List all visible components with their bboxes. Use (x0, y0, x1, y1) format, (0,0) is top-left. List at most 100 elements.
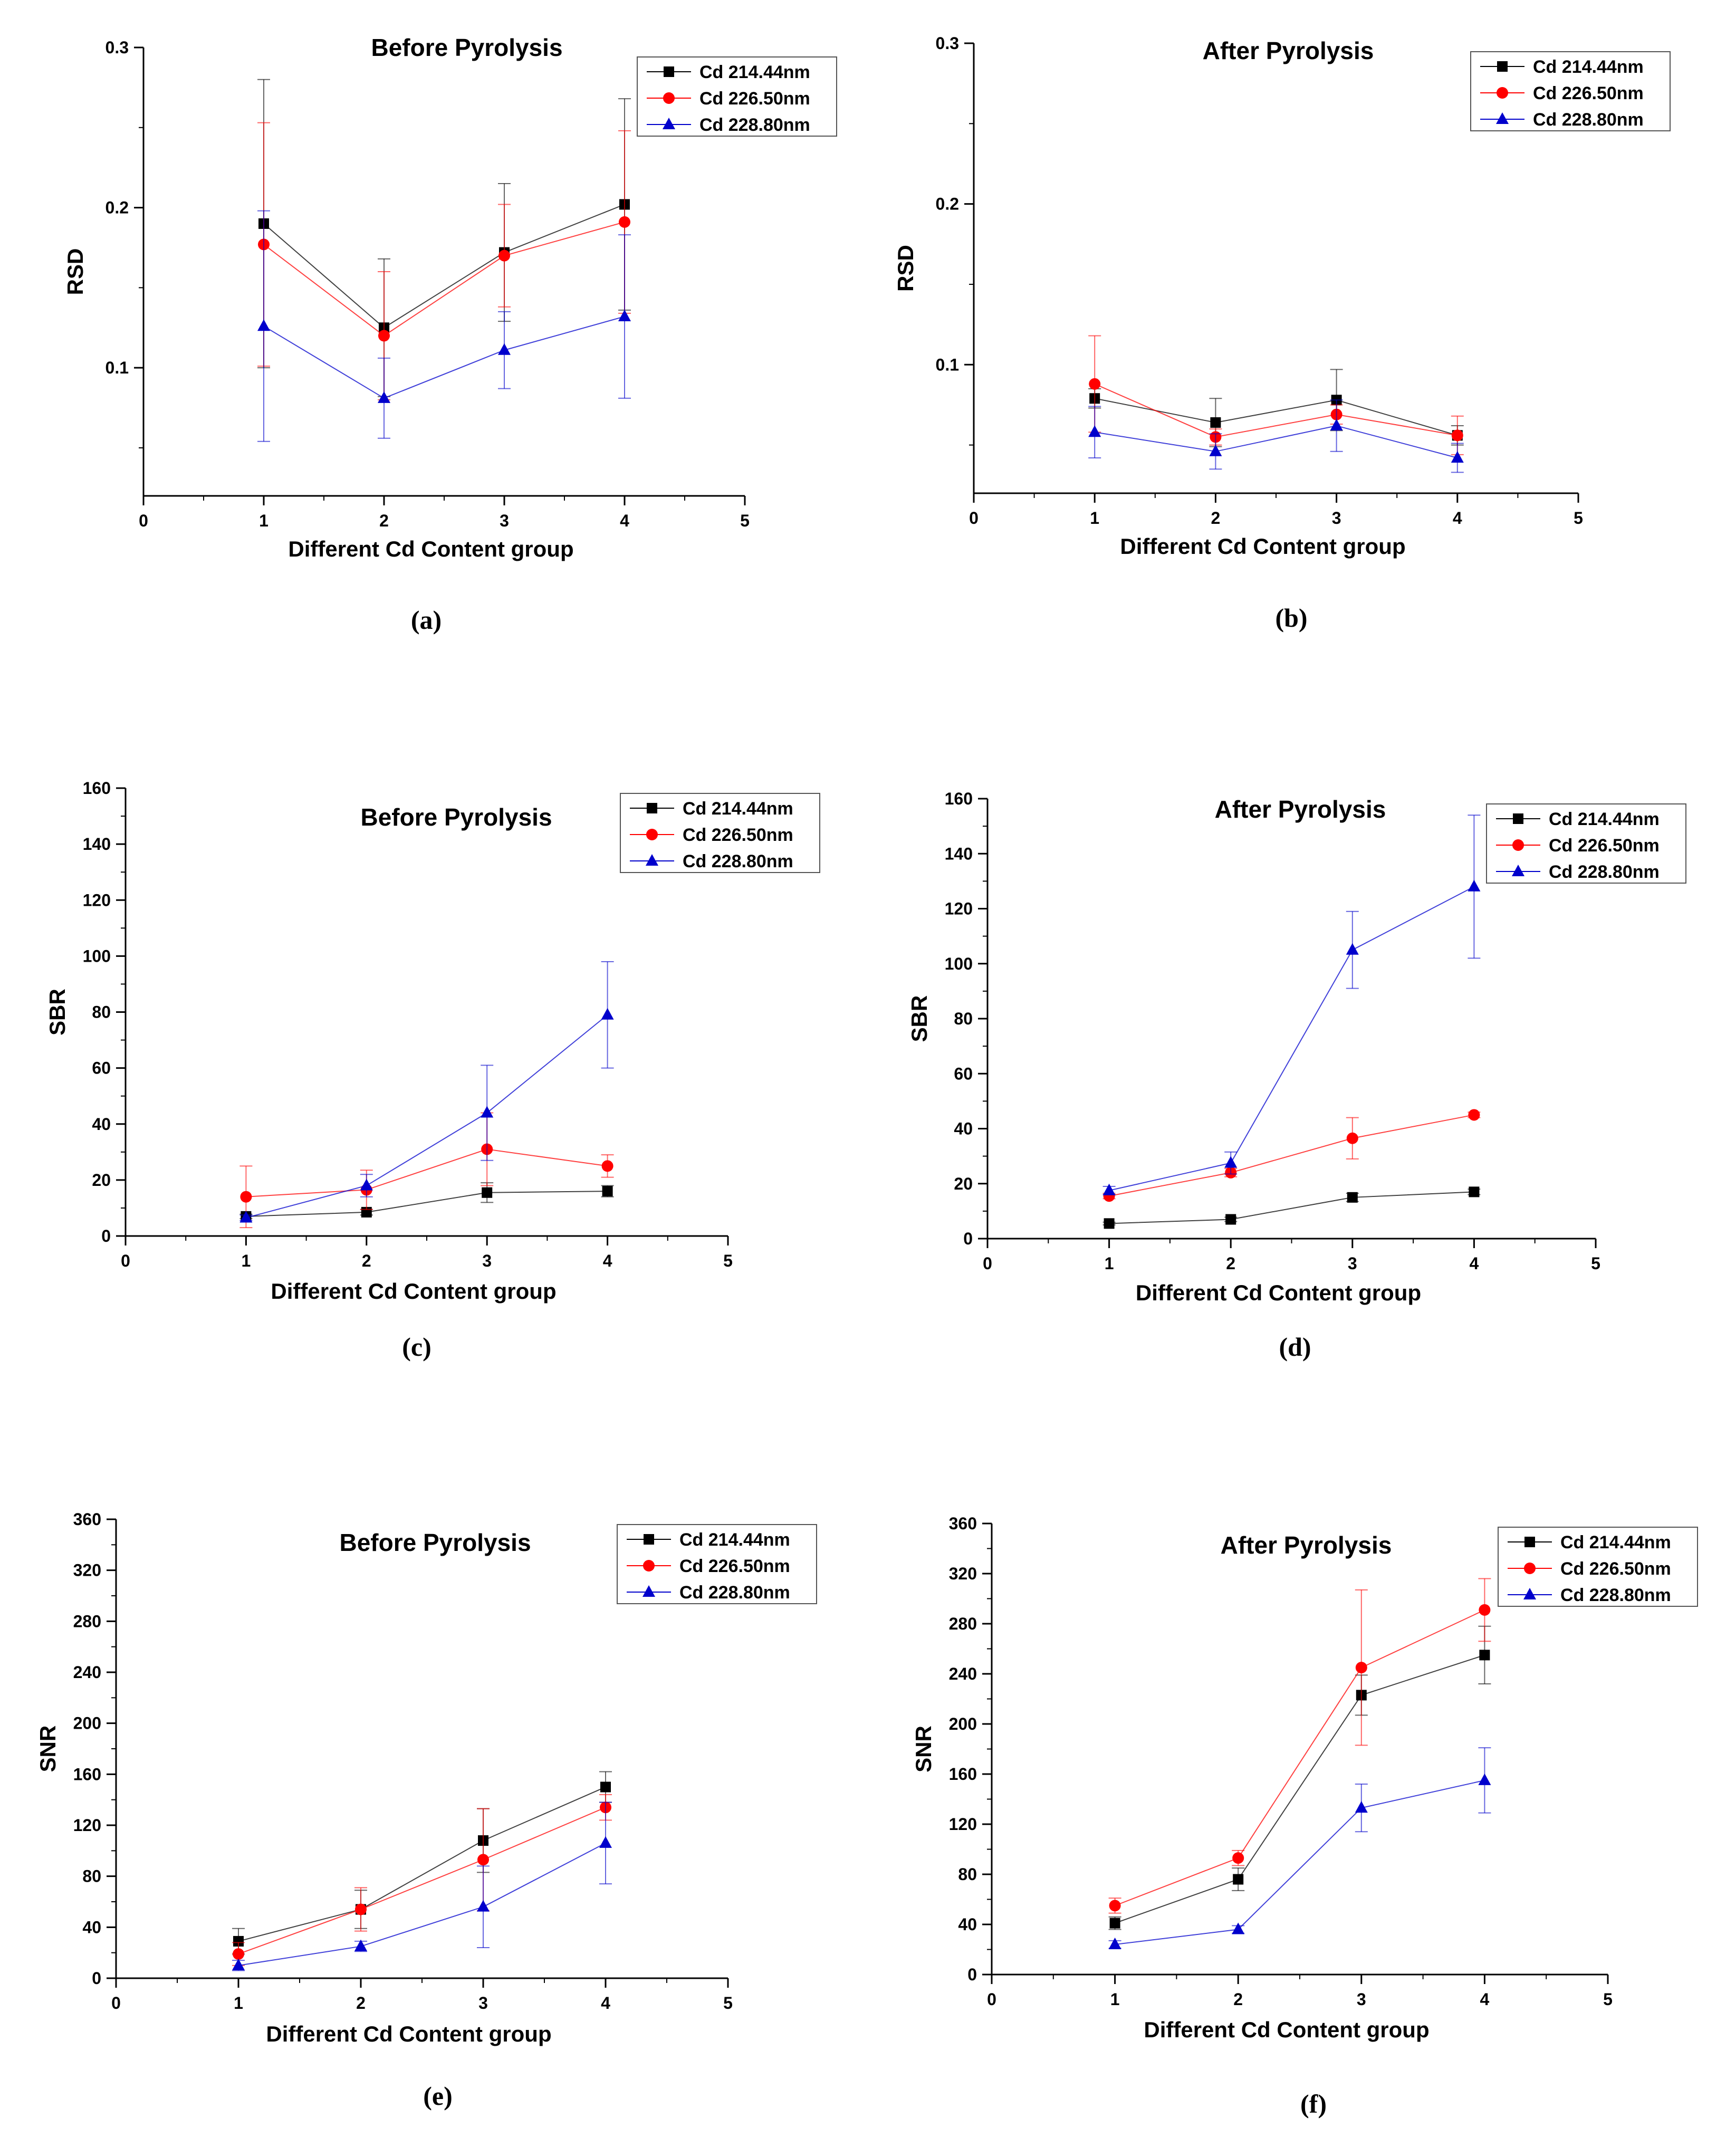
legend-label: Cd 226.50nm (1533, 83, 1644, 103)
legend-marker (647, 803, 657, 813)
x-tick-label: 5 (1591, 1254, 1600, 1273)
x-axis-label: Different Cd Content group (288, 536, 573, 561)
series-line (238, 1786, 606, 1942)
x-tick-label: 1 (1090, 509, 1099, 528)
legend-label: Cd 214.44nm (1533, 57, 1644, 77)
legend-label: Cd 214.44nm (699, 62, 810, 82)
series-line (263, 204, 625, 329)
series-line (1109, 1191, 1474, 1224)
legend-marker (643, 1560, 655, 1572)
data-point (1108, 1938, 1121, 1949)
x-tick-label: 2 (356, 1994, 366, 2013)
data-point (1089, 378, 1101, 390)
data-point (257, 319, 270, 331)
panel-caption: (f) (1300, 2089, 1327, 2119)
chart-title: Before Pyrolysis (360, 803, 552, 831)
data-point (602, 1186, 613, 1197)
series-cd-226-50nm (1102, 1109, 1481, 1202)
legend-marker (644, 1534, 654, 1545)
data-point (477, 1900, 490, 1912)
y-tick-label: 40 (82, 1918, 101, 1937)
x-tick-label: 3 (1332, 509, 1341, 528)
data-point (1209, 444, 1222, 456)
x-axis-label: Different Cd Content group (271, 1279, 556, 1304)
x-tick-label: 4 (620, 511, 629, 530)
data-point (1225, 1214, 1236, 1225)
series-line (1115, 1654, 1485, 1924)
x-tick-label: 3 (500, 511, 509, 530)
legend-marker (1524, 1537, 1535, 1547)
series-cd-214-44nm (1102, 1186, 1481, 1229)
series-cd-228-80nm (1102, 815, 1481, 1195)
y-tick-label: 0.1 (936, 355, 959, 374)
data-point (1468, 1109, 1480, 1121)
legend-marker (1497, 61, 1508, 72)
series-cd-214-44nm (239, 1182, 614, 1222)
legend-label: Cd 228.80nm (1560, 1585, 1671, 1605)
x-tick-label: 4 (603, 1251, 612, 1270)
legend: Cd 214.44nm Cd 226.50nm Cd 228.80nm (617, 1524, 817, 1604)
y-tick-label: 160 (945, 789, 973, 808)
data-point (1109, 1900, 1121, 1912)
chart-title: After Pyrolysis (1215, 796, 1386, 823)
legend-marker (1524, 1563, 1536, 1574)
series-line (238, 1807, 606, 1955)
y-tick-label: 160 (949, 1765, 977, 1784)
x-tick-label: 5 (723, 1994, 733, 2013)
y-tick-label: 240 (73, 1663, 101, 1682)
data-point (239, 1211, 253, 1223)
x-tick-label: 4 (601, 1994, 610, 2013)
chart-title: After Pyrolysis (1221, 1531, 1392, 1559)
legend-label: Cd 226.50nm (699, 89, 810, 109)
y-tick-label: 20 (954, 1174, 973, 1193)
legend-marker (664, 66, 674, 77)
data-point (1330, 419, 1343, 431)
series-cd-226-50nm (239, 1112, 614, 1229)
legend: Cd 214.44nm Cd 226.50nm Cd 228.80nm (637, 56, 837, 137)
x-tick-label: 5 (1603, 1990, 1613, 2009)
y-tick-label: 140 (83, 835, 111, 854)
y-tick-label: 100 (83, 946, 111, 965)
x-tick-label: 0 (121, 1251, 130, 1270)
y-tick-label: 0 (101, 1226, 111, 1245)
y-tick-label: 0 (967, 1965, 977, 1984)
series-line (1094, 383, 1457, 438)
data-point (1109, 1918, 1120, 1929)
data-point (240, 1191, 252, 1203)
y-tick-label: 320 (949, 1564, 977, 1583)
x-axis-label: Different Cd Content group (1144, 2017, 1429, 2042)
y-tick-label: 80 (954, 1009, 973, 1028)
legend-marker (1497, 87, 1508, 99)
series-line (246, 1014, 608, 1219)
y-tick-label: 200 (73, 1714, 101, 1733)
series-cd-214-44nm (257, 79, 631, 397)
series-line (1115, 1609, 1485, 1906)
data-point (1479, 1604, 1491, 1616)
data-point (481, 1106, 494, 1118)
panel-caption: (c) (402, 1332, 432, 1362)
x-tick-label: 0 (987, 1990, 996, 2009)
x-tick-label: 1 (242, 1251, 251, 1270)
x-tick-label: 0 (983, 1254, 992, 1273)
legend: Cd 214.44nm Cd 226.50nm Cd 228.80nm (1498, 1527, 1698, 1607)
y-tick-label: 80 (92, 1003, 111, 1022)
y-tick-label: 100 (945, 954, 973, 973)
data-point (233, 1948, 244, 1960)
legend-label: Cd 228.80nm (1549, 862, 1660, 882)
y-tick-label: 160 (83, 779, 111, 798)
x-tick-label: 1 (1110, 1990, 1120, 2009)
series-line (263, 221, 625, 337)
series-cd-228-80nm (239, 961, 614, 1223)
chart-panel: 0 1 2 3 4 5 0 20 40 60 80 100 120 140 160 Different Cd … (907, 789, 1686, 1362)
y-axis-label: RSD (893, 245, 918, 292)
legend-marker (643, 1585, 655, 1597)
data-point (619, 216, 630, 228)
data-point (1224, 1156, 1238, 1168)
legend-label: Cd 226.50nm (683, 825, 793, 845)
y-axis-label: SNR (35, 1726, 60, 1772)
data-point (1232, 1852, 1244, 1864)
series-cd-228-80nm (257, 210, 631, 442)
legend-label: Cd 226.50nm (1560, 1559, 1671, 1579)
x-axis-label: Different Cd Content group (1120, 534, 1405, 559)
